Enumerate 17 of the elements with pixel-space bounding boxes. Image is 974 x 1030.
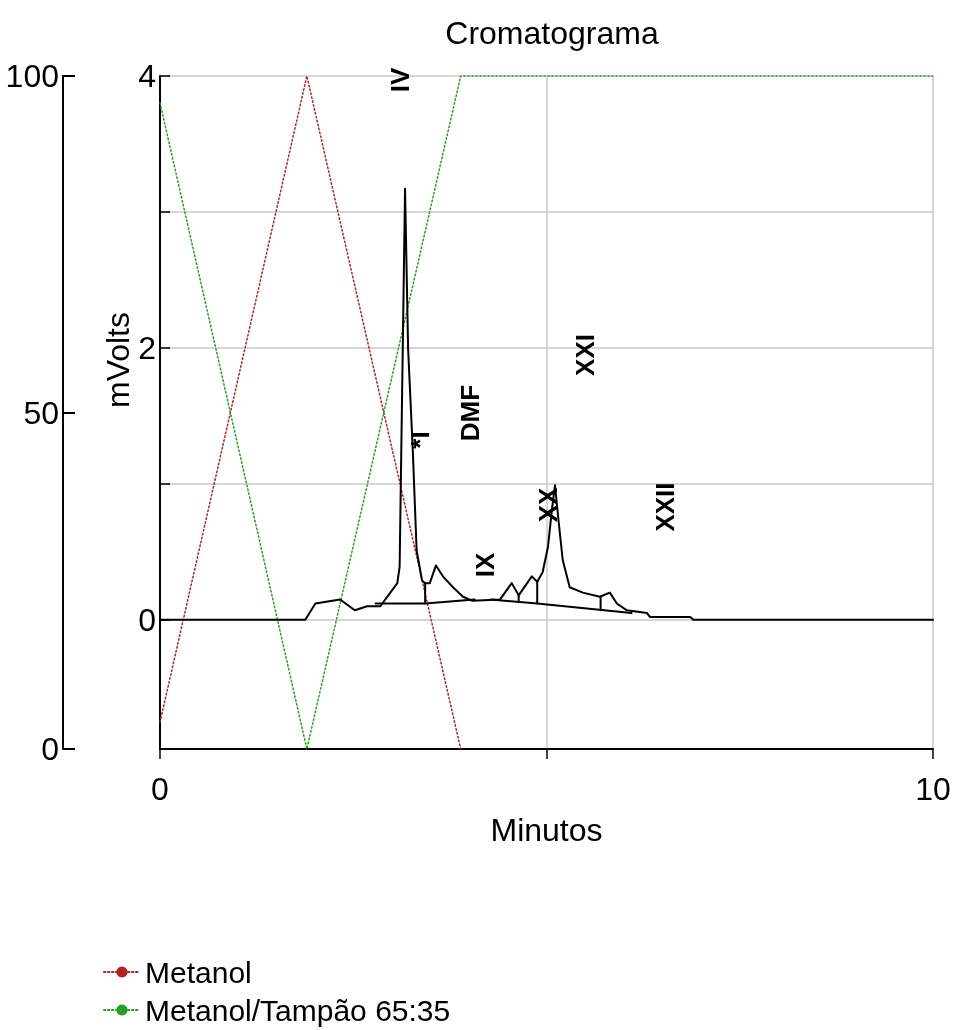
- annotation: IV: [385, 67, 415, 93]
- x-axis-title: Minutos: [490, 812, 603, 848]
- annotation: XXII: [650, 482, 680, 532]
- legend-label: Metanol: [145, 955, 252, 989]
- annotation: IX: [470, 552, 500, 578]
- annotation: DMF: [455, 384, 485, 442]
- y2-tick-label: 0: [41, 731, 59, 767]
- y2-tick-label: 50: [23, 394, 59, 431]
- legend-label: Metanol/Tampão 65:35: [145, 993, 451, 1027]
- x-tick-label: 10: [915, 771, 951, 807]
- annotation: XXI: [570, 334, 600, 376]
- y-tick-label: 0: [138, 601, 156, 638]
- y2-tick-label: 100: [5, 58, 59, 94]
- y-tick-label: 4: [138, 58, 156, 94]
- chart-title: Cromatograma: [445, 15, 659, 51]
- y-tick-label: 2: [138, 329, 156, 366]
- y-axis-title: mVolts: [100, 311, 136, 409]
